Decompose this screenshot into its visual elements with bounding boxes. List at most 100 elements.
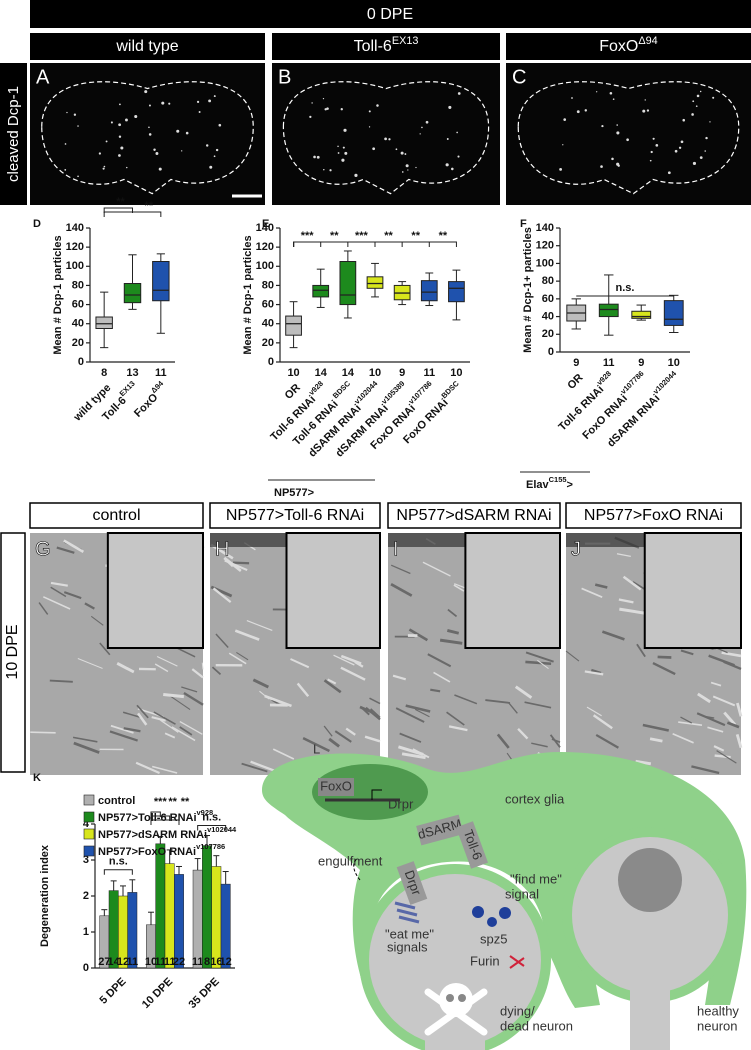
n-label: 10 <box>145 956 157 968</box>
scissors <box>509 955 525 969</box>
significance-bracket <box>103 211 162 217</box>
speck <box>205 144 209 147</box>
speck <box>341 158 345 162</box>
legend-label-part: v102044 <box>207 825 237 834</box>
x-tick-label: 35 DPE <box>187 976 222 1011</box>
n-label: 10 <box>668 357 680 369</box>
speck <box>98 152 102 155</box>
eat-me-marks <box>394 901 420 924</box>
driver-label-part: Elav <box>526 479 550 491</box>
significance-label: n.s. <box>616 282 635 294</box>
texture <box>50 586 67 598</box>
texture <box>723 660 742 670</box>
y-tick-label: 80 <box>262 279 274 291</box>
y-tick-label: 120 <box>536 240 554 252</box>
texture <box>211 666 222 676</box>
n-label: 11 <box>127 956 139 968</box>
condition-box <box>506 33 751 60</box>
x-tick-label-part: v105389 <box>380 379 407 406</box>
speck <box>596 91 598 93</box>
speck <box>655 143 659 147</box>
speck <box>576 110 580 114</box>
y-tick-label: 40 <box>72 318 84 330</box>
box <box>123 283 142 304</box>
legend-label: NP577>dSARM RNAiv102044 <box>98 825 237 840</box>
speck <box>421 126 423 129</box>
foxo-box <box>318 778 354 796</box>
bar <box>155 843 166 969</box>
speck <box>209 165 213 169</box>
furin-label: Furin <box>470 953 500 968</box>
legend-swatch <box>83 811 95 823</box>
texture <box>586 706 602 717</box>
speck <box>451 167 454 171</box>
texture <box>236 651 249 661</box>
texture <box>171 726 196 742</box>
y-axis-label: Degeneration index <box>39 844 51 947</box>
x-tick-label-part: OR <box>283 382 303 402</box>
bar <box>192 869 203 969</box>
speck <box>457 155 460 158</box>
panel-letter: J <box>571 538 581 560</box>
y-tick-label: 0 <box>83 962 89 974</box>
n-label: 10 <box>287 367 299 379</box>
speck <box>415 166 417 169</box>
texture <box>721 651 742 658</box>
speck <box>323 168 325 171</box>
box <box>448 281 465 303</box>
healthy-neuron <box>572 837 728 993</box>
texture <box>622 575 642 591</box>
speck <box>368 126 371 128</box>
speck <box>215 148 219 152</box>
stain-bar <box>0 63 27 205</box>
condition-label: wild type <box>115 38 178 55</box>
texture <box>678 721 703 726</box>
significance-label: ** <box>330 230 339 242</box>
speck <box>337 145 339 148</box>
texture <box>592 714 613 730</box>
n-label: 11 <box>155 956 167 968</box>
speck <box>337 152 340 154</box>
texture <box>726 721 740 729</box>
speck <box>405 164 409 168</box>
n-label: 8 <box>101 367 107 379</box>
brain-outline <box>41 81 254 195</box>
header-title: 0 DPE <box>367 6 413 23</box>
speck <box>571 97 573 99</box>
texture <box>327 678 337 685</box>
texture <box>531 742 548 748</box>
speck <box>456 131 458 134</box>
condition-label-part: Δ94 <box>638 35 657 47</box>
texture <box>232 561 250 565</box>
speck <box>213 95 216 98</box>
speck <box>185 131 189 135</box>
speck <box>600 165 603 168</box>
texture <box>594 583 608 589</box>
n-label: 27 <box>98 956 110 968</box>
speck <box>395 148 398 151</box>
texture <box>135 761 160 775</box>
texture <box>340 654 362 665</box>
condition-label: NP577>Toll-6 RNAi <box>226 507 364 524</box>
box <box>598 303 619 318</box>
bar <box>211 866 222 969</box>
speck <box>368 110 371 113</box>
speck <box>704 150 706 152</box>
texture <box>430 688 441 693</box>
driver-label: ElavC155> <box>526 475 573 490</box>
speck <box>407 169 409 171</box>
significance-bracket <box>293 241 430 247</box>
texture <box>448 725 468 732</box>
speck <box>692 100 695 103</box>
x-tick-label: 10 DPE <box>140 976 175 1011</box>
texture <box>736 702 743 717</box>
texture <box>447 608 458 618</box>
texture <box>485 699 511 704</box>
texture <box>636 643 646 658</box>
y-tick-label: 0 <box>268 356 274 368</box>
toll6-box <box>456 821 488 869</box>
texture <box>110 724 134 734</box>
y-tick-label: 80 <box>72 279 84 291</box>
speck <box>344 151 348 155</box>
panel-letter: A <box>36 66 50 88</box>
